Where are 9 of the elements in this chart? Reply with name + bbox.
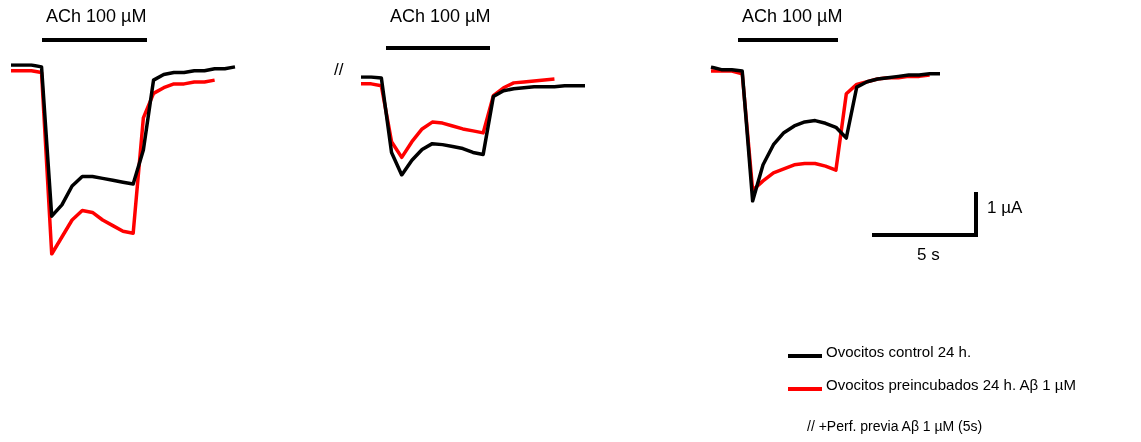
text: // +Perf. previa Aβ 1 µM (5s) [807,418,983,434]
text: ACh 100 µM [390,6,491,27]
text: // [334,60,344,80]
text: ACh 100 µM [46,6,147,27]
legend-label: Ovocitos control 24 h. [826,343,972,360]
text: 5 s [917,245,940,265]
legend-label: Ovocitos preincubados 24 h. Aβ 1 µM [826,376,1076,393]
text: 1 µA [987,198,1023,218]
text: ACh 100 µM [742,6,843,27]
